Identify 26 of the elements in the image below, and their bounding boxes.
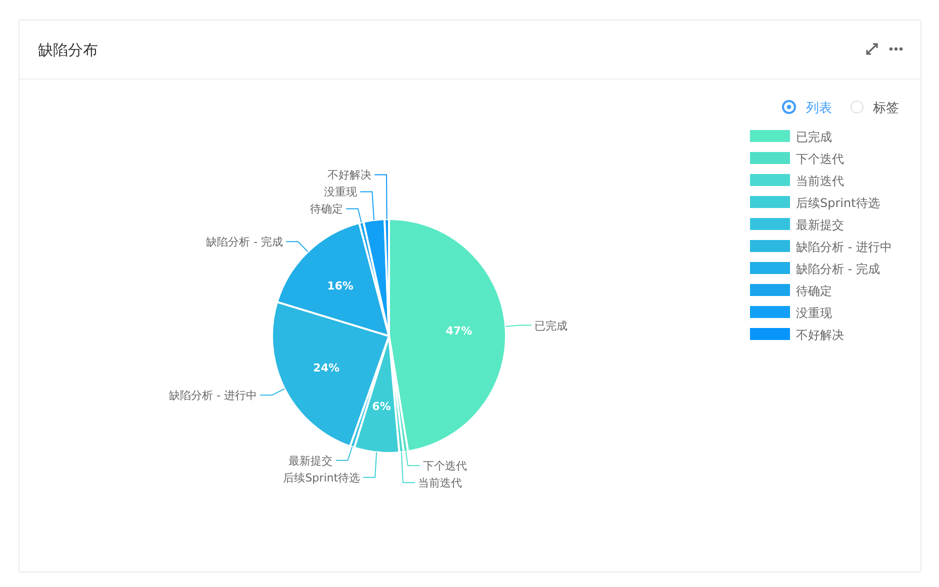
slice-label: 缺陷分析 - 完成 xyxy=(206,236,284,249)
legend-label: 最新提交 xyxy=(796,218,844,232)
slice-label: 已完成 xyxy=(534,319,568,332)
text: 标签 xyxy=(872,101,899,116)
slice-label: 当前迭代 xyxy=(418,476,462,490)
legend-label: 没重现 xyxy=(796,306,832,320)
data-label: 16% xyxy=(327,279,354,292)
slice-label: 下个迭代 xyxy=(422,460,467,473)
slice-label: 最新提交 xyxy=(288,454,333,468)
slice-label: 不好解决 xyxy=(328,168,372,182)
slice-label: 后续Sprint待选 xyxy=(283,471,360,484)
legend-label: 已完成 xyxy=(796,130,832,144)
data-label: 24% xyxy=(313,362,340,375)
legend-label: 后续Sprint待选 xyxy=(796,196,880,210)
legend-label: 待确定 xyxy=(796,284,832,298)
legend-label: 缺陷分析 - 完成 xyxy=(796,262,880,276)
data-label: 47% xyxy=(446,324,472,338)
legend-label: 不好解决 xyxy=(796,328,844,342)
slice-label: 待确定 xyxy=(310,202,344,216)
text: 列表 xyxy=(806,101,832,116)
slice-label: 缺陷分析 - 进行中 xyxy=(169,389,258,402)
slice-label: 没重现 xyxy=(324,186,358,199)
legend-label: 当前迭代 xyxy=(796,174,844,188)
chart-title: 缺陷分布 xyxy=(38,41,98,59)
legend-label: 下个迭代 xyxy=(796,152,844,166)
legend-label: 缺陷分析 - 进行中 xyxy=(796,240,892,254)
